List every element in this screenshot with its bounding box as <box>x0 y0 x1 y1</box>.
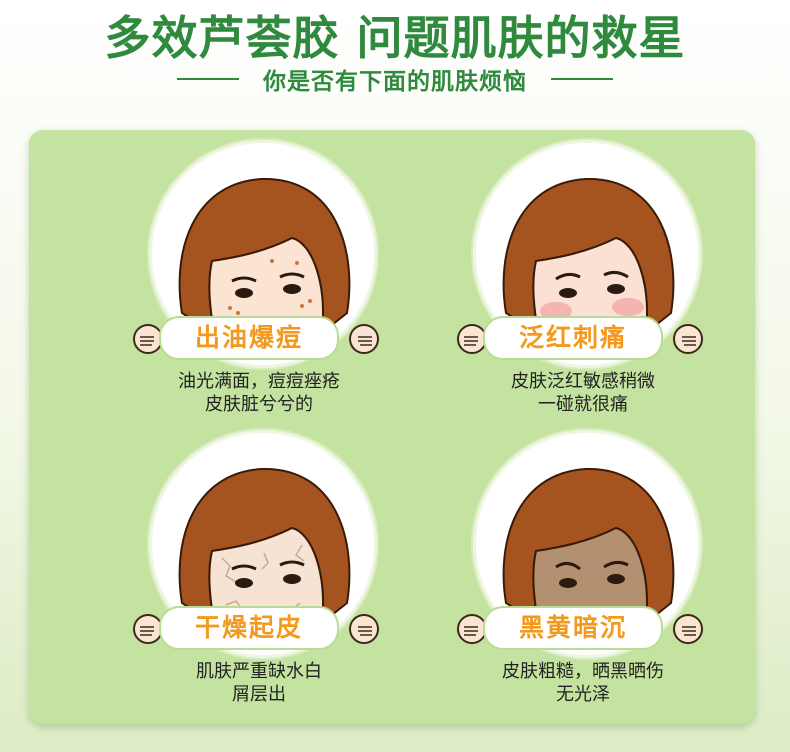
page-title: 多效芦荟胶 问题肌肤的救星 <box>104 11 686 65</box>
problem-description: 皮肤粗糙，晒黑晒伤 无光泽 <box>433 660 733 706</box>
description-line-1: 皮肤粗糙，晒黑晒伤 <box>502 661 664 682</box>
problem-tag: 出油爆痘 <box>159 316 339 360</box>
problem-card-red-sensitive: 泛红刺痛 皮肤泛红敏感稍微 一碰就很痛 <box>433 130 733 415</box>
description-line-2: 屑层出 <box>232 684 286 705</box>
problem-description: 皮肤泛红敏感稍微 一碰就很痛 <box>433 370 733 416</box>
problems-panel: 出油爆痘 油光满面，痘痘痤疮 皮肤脏兮兮的 <box>29 130 755 724</box>
description-line-2: 皮肤脏兮兮的 <box>205 394 313 415</box>
problem-card-dull-dark: 黑黄暗沉 皮肤粗糙，晒黑晒伤 无光泽 <box>433 420 733 705</box>
divider-left <box>177 78 239 80</box>
description-line-2: 一碰就很痛 <box>538 394 628 415</box>
hand-icon <box>347 322 381 356</box>
hand-icon <box>131 322 165 356</box>
hand-icon <box>347 612 381 646</box>
problem-card-dry-flaky: 干燥起皮 肌肤严重缺水白 屑层出 <box>109 420 409 705</box>
problem-card-oily-acne: 出油爆痘 油光满面，痘痘痤疮 皮肤脏兮兮的 <box>109 130 409 415</box>
hand-icon <box>671 612 705 646</box>
description-line-2: 无光泽 <box>556 684 610 705</box>
hand-icon <box>671 322 705 356</box>
description-line-1: 肌肤严重缺水白 <box>196 661 322 682</box>
problem-description: 肌肤严重缺水白 屑层出 <box>109 660 409 706</box>
description-line-1: 油光满面，痘痘痤疮 <box>178 371 340 392</box>
subtitle-row: 你是否有下面的肌肤烦恼 <box>0 62 790 96</box>
page-subtitle: 你是否有下面的肌肤烦恼 <box>263 69 527 95</box>
description-line-1: 皮肤泛红敏感稍微 <box>511 371 655 392</box>
problem-tag: 泛红刺痛 <box>483 316 663 360</box>
problem-tag: 干燥起皮 <box>159 606 339 650</box>
problem-tag: 黑黄暗沉 <box>483 606 663 650</box>
problem-description: 油光满面，痘痘痤疮 皮肤脏兮兮的 <box>109 370 409 416</box>
divider-right <box>551 78 613 80</box>
